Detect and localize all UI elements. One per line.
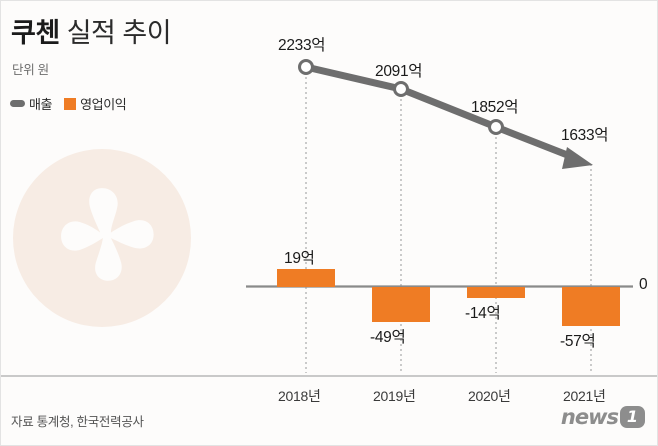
square-icon xyxy=(64,97,77,110)
revenue-value-2019: 2091억 xyxy=(375,63,423,80)
revenue-value-2018: 2233억 xyxy=(278,37,326,54)
source-text: 자료 통계청, 한국전력공사 xyxy=(11,415,144,429)
bar-2021 xyxy=(562,287,620,326)
footer-divider xyxy=(1,375,657,377)
bar-2019 xyxy=(372,287,430,322)
zero-axis-label: 0 xyxy=(639,276,648,293)
dropline-group xyxy=(305,67,592,373)
line-pill-icon xyxy=(10,100,25,107)
title-rest: 실적 추이 xyxy=(59,18,172,48)
revenue-value-2020: 1852억 xyxy=(471,99,519,116)
bar-value-2018: 19억 xyxy=(284,250,315,267)
title-brand: 쿠첸 xyxy=(11,18,60,48)
revenue-marker-2020 xyxy=(488,119,504,135)
bar-2018 xyxy=(277,269,335,287)
legend-label-revenue: 매출 xyxy=(29,97,53,112)
revenue-trend-line xyxy=(305,63,577,162)
bar-value-2020: -14억 xyxy=(465,305,501,322)
trend-arrow-head-icon xyxy=(562,147,593,169)
chart-legend: 매출 영업이익 xyxy=(10,94,127,113)
xtick-2019: 2019년 xyxy=(373,388,416,404)
revenue-marker-group xyxy=(298,59,504,135)
legend-item-operating-profit: 영업이익 xyxy=(64,94,127,113)
legend-label-operating-profit: 영업이익 xyxy=(80,97,127,112)
news1-logo: news 1 xyxy=(561,405,645,429)
legend-item-revenue: 매출 xyxy=(10,94,53,113)
unit-label: 단위 원 xyxy=(12,63,49,77)
page-title: 쿠첸 실적 추이 xyxy=(11,11,172,50)
xtick-2020: 2020년 xyxy=(468,388,511,404)
news1-logo-text: news xyxy=(560,405,619,429)
revenue-value-2021: 1633억 xyxy=(561,127,609,144)
revenue-marker-2018 xyxy=(298,59,314,75)
xtick-2018: 2018년 xyxy=(278,388,321,404)
xtick-2021: 2021년 xyxy=(563,388,606,404)
revenue-marker-2019 xyxy=(393,81,409,97)
news1-logo-badge: 1 xyxy=(620,406,645,428)
bar-2020 xyxy=(467,287,525,298)
bar-value-2019: -49억 xyxy=(370,329,406,346)
bar-value-2021: -57억 xyxy=(560,333,596,350)
